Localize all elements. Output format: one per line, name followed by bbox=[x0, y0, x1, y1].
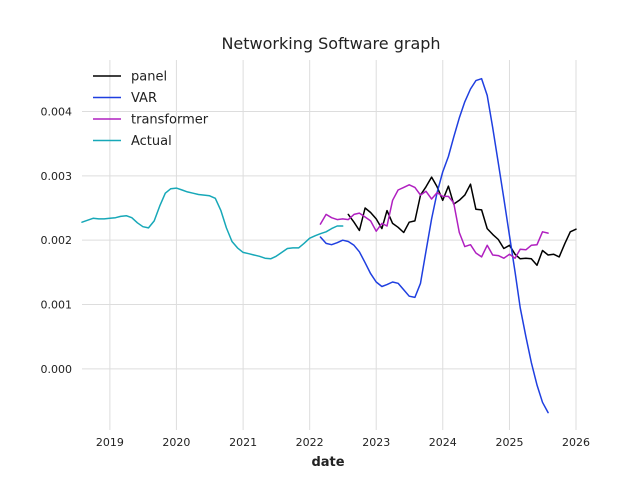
series-line-panel bbox=[347, 176, 577, 267]
legend: panel VAR transformer Actual bbox=[93, 70, 209, 149]
x-tick-label-0: 2019 bbox=[96, 436, 124, 449]
legend-label-transformer: transformer bbox=[131, 113, 209, 128]
series-line-transformer bbox=[319, 184, 549, 259]
x-tick-label-5: 2024 bbox=[429, 436, 457, 449]
x-tick-labels: 2019 2020 2021 2022 2023 2024 2025 2026 bbox=[96, 436, 590, 449]
x-tick-label-6: 2025 bbox=[495, 436, 523, 449]
y-tick-label-4: 0.004 bbox=[41, 105, 73, 118]
series-line-var bbox=[319, 77, 549, 414]
legend-label-actual: Actual bbox=[131, 134, 172, 149]
legend-label-var: VAR bbox=[131, 91, 157, 106]
x-axis-label: date bbox=[311, 455, 344, 470]
legend-label-panel: panel bbox=[131, 70, 167, 85]
x-tick-label-3: 2022 bbox=[296, 436, 324, 449]
x-tick-label-1: 2020 bbox=[162, 436, 190, 449]
series-line-actual bbox=[81, 187, 344, 260]
x-tick-label-2: 2021 bbox=[229, 436, 257, 449]
y-tick-label-0: 0.000 bbox=[41, 363, 73, 376]
y-tick-label-1: 0.001 bbox=[41, 299, 73, 312]
x-tick-label-4: 2023 bbox=[362, 436, 390, 449]
y-tick-label-3: 0.003 bbox=[41, 170, 73, 183]
y-tick-labels: 0.000 0.001 0.002 0.003 0.004 bbox=[41, 105, 73, 375]
y-tick-label-2: 0.002 bbox=[41, 234, 73, 247]
grid-layer bbox=[82, 60, 577, 430]
series-layer bbox=[81, 77, 577, 414]
x-tick-label-7: 2026 bbox=[562, 436, 590, 449]
chart-title: Networking Software graph bbox=[221, 34, 440, 53]
